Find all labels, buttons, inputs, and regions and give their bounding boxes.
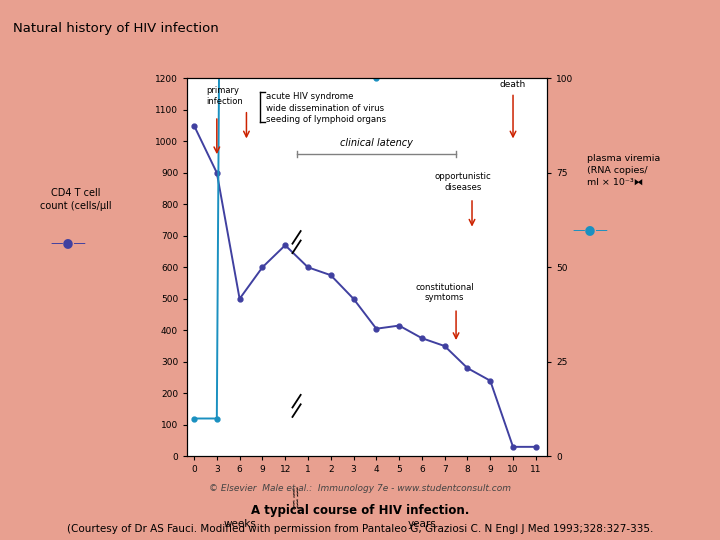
Text: seeding of lymphoid organs: seeding of lymphoid organs xyxy=(266,116,386,124)
Text: weeks: weeks xyxy=(223,519,256,529)
Text: —●—: —●— xyxy=(50,237,86,249)
Text: wide dissemination of virus: wide dissemination of virus xyxy=(266,104,384,113)
Text: —●—: —●— xyxy=(572,223,608,236)
Text: © Elsevier  Male et al.:  Immunology 7e - www.studentconsult.com: © Elsevier Male et al.: Immunology 7e - … xyxy=(209,484,511,493)
Text: acute HIV syndrome: acute HIV syndrome xyxy=(266,92,354,102)
Text: constitutional
symtoms: constitutional symtoms xyxy=(415,282,474,302)
Text: clinical latency: clinical latency xyxy=(340,138,413,147)
Text: plasma viremia
(RNA copies/
ml × 10⁻³⧓: plasma viremia (RNA copies/ ml × 10⁻³⧓ xyxy=(587,154,660,186)
Text: //: // xyxy=(292,487,302,498)
Text: //: // xyxy=(292,499,302,511)
Text: CD4 T cell
count (cells/µll: CD4 T cell count (cells/µll xyxy=(40,188,112,211)
Text: (Courtesy of Dr AS Fauci. Modified with permission from Pantaleo G, Graziosi C. : (Courtesy of Dr AS Fauci. Modified with … xyxy=(67,524,653,534)
Text: death: death xyxy=(500,80,526,89)
Text: A typical course of HIV infection.: A typical course of HIV infection. xyxy=(251,504,469,517)
Text: primary
infection: primary infection xyxy=(207,86,243,106)
Text: opportunistic
diseases: opportunistic diseases xyxy=(435,172,491,192)
Text: Natural history of HIV infection: Natural history of HIV infection xyxy=(13,22,219,35)
Text: years: years xyxy=(408,519,436,529)
